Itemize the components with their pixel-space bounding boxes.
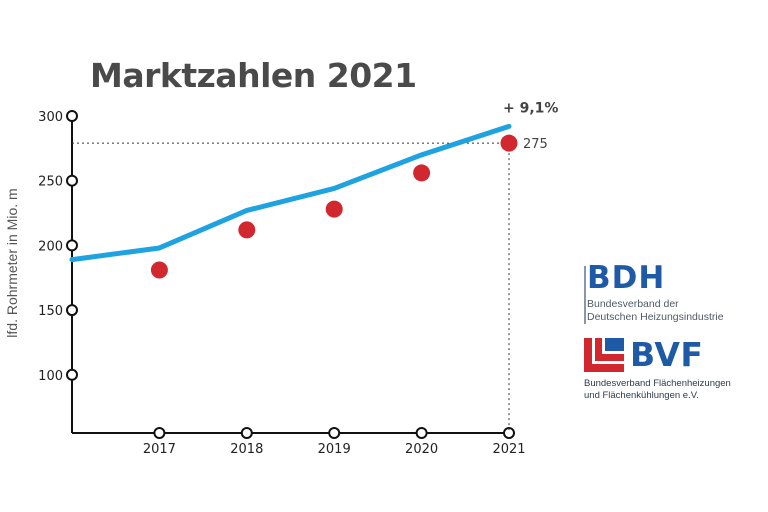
dot-point-2020 <box>413 164 431 182</box>
dot-point-2019 <box>325 200 343 218</box>
bvf-logo-name: BVF <box>630 335 704 374</box>
y-tick-300 <box>66 110 78 122</box>
x-tick-label-2020: 2020 <box>405 442 438 457</box>
x-tick-label-2019: 2019 <box>318 442 351 457</box>
line-series <box>69 123 512 263</box>
x-tick-label-2017: 2017 <box>143 442 176 457</box>
dot-point-2018 <box>238 221 256 239</box>
y-tick-100 <box>66 368 78 381</box>
growth-annotation: + 9,1% <box>503 100 558 116</box>
dot-point-2021 <box>500 134 518 152</box>
x-tick-label-2018: 2018 <box>230 442 263 457</box>
x-tick-2017 <box>153 427 166 439</box>
logo-panel: BDH Bundesverband der Deutschen Heizungs… <box>576 260 756 406</box>
y-tick-label-100: 100 <box>38 369 63 384</box>
dot-point-2017 <box>150 261 168 279</box>
bdh-logo-line-2: Deutschen Heizungsindustrie <box>587 311 724 323</box>
x-tick-2020 <box>415 427 428 439</box>
y-tick-label-200: 200 <box>38 239 63 254</box>
bdh-logo-subtitle: Bundesverband der Deutschen Heizungsindu… <box>587 298 724 324</box>
y-tick-150 <box>66 304 78 317</box>
chart-title: Marktzahlen 2021 <box>90 56 417 95</box>
y-axis-label: lfd. Rohrmeter in Mio. m <box>4 188 20 337</box>
bvf-logo-subtitle: Bundesverband Flächenheizungen und Fläch… <box>584 378 731 402</box>
y-tick-250 <box>66 174 78 187</box>
last-value-annotation: 275 <box>523 137 548 152</box>
x-tick-2021 <box>503 427 515 439</box>
y-tick-label-150: 150 <box>38 304 63 319</box>
y-tick-label-300: 300 <box>38 110 63 125</box>
bdh-logo-name: BDH <box>587 260 666 296</box>
bvf-logo: BVF Bundesverband Flächenheizungen und F… <box>576 336 756 406</box>
bdh-logo-bar <box>584 266 586 324</box>
bvf-logo-mark-icon <box>584 338 624 372</box>
x-tick-label-2021: 2021 <box>492 442 525 457</box>
bvf-logo-line-2: und Flächenkühlungen e.V. <box>584 390 699 401</box>
y-tick-label-250: 250 <box>38 175 63 190</box>
x-tick-2019 <box>328 427 341 439</box>
bdh-logo: BDH Bundesverband der Deutschen Heizungs… <box>576 260 756 326</box>
x-tick-2018 <box>240 427 253 439</box>
bdh-logo-line-1: Bundesverband der <box>587 298 679 310</box>
bvf-logo-line-1: Bundesverband Flächenheizungen <box>584 378 731 389</box>
y-tick-200 <box>66 239 78 252</box>
